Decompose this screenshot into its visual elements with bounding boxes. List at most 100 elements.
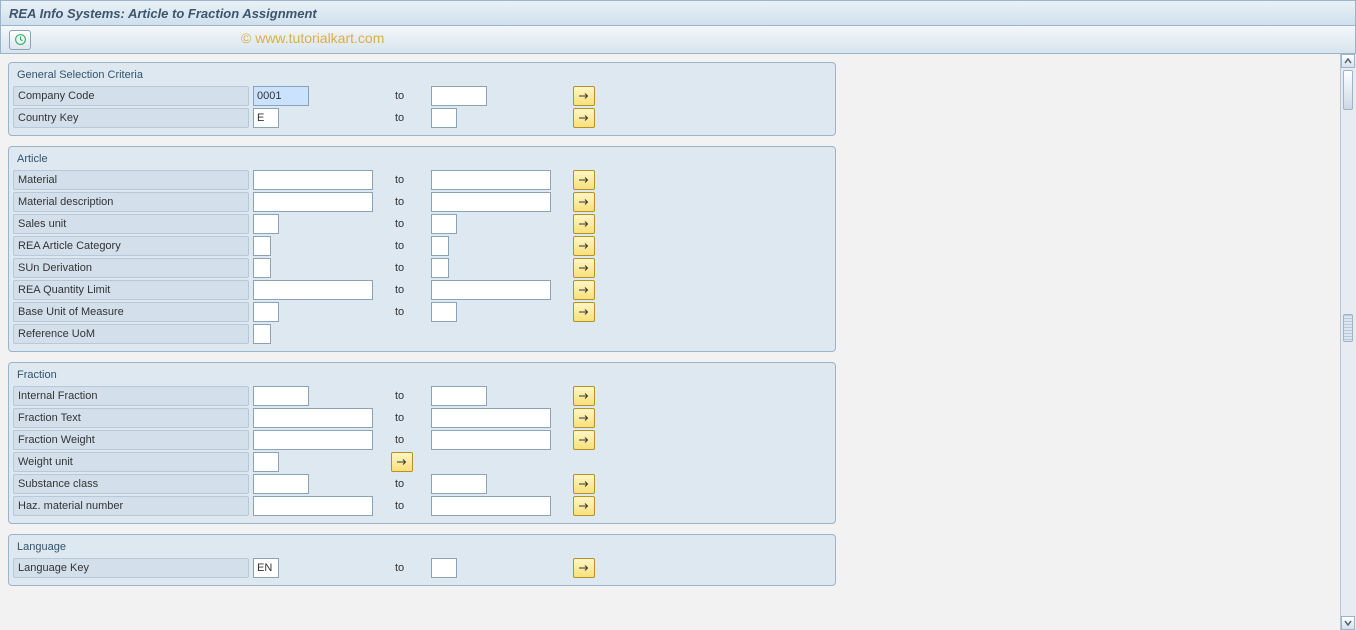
scroll-thumb[interactable]	[1343, 70, 1353, 110]
group-title-fraction: Fraction	[13, 367, 831, 385]
to-label: to	[391, 390, 431, 402]
fraction-weight-to-input[interactable]	[431, 430, 551, 450]
rea-category-to-input[interactable]	[431, 236, 449, 256]
haz-material-to-input[interactable]	[431, 496, 551, 516]
page-title: REA Info Systems: Article to Fraction As…	[9, 6, 317, 21]
substance-class-to-input[interactable]	[431, 474, 487, 494]
haz-material-multi-button[interactable]	[573, 496, 595, 516]
row-country-key: Country Key to	[13, 107, 831, 129]
substance-class-multi-button[interactable]	[573, 474, 595, 494]
rea-qty-from-input[interactable]	[253, 280, 373, 300]
label-internal-fraction: Internal Fraction	[13, 386, 249, 406]
fraction-text-from-input[interactable]	[253, 408, 373, 428]
country-key-to-input[interactable]	[431, 108, 457, 128]
to-label: to	[391, 478, 431, 490]
material-desc-multi-button[interactable]	[573, 192, 595, 212]
label-fraction-text: Fraction Text	[13, 408, 249, 428]
rea-category-from-input[interactable]	[253, 236, 271, 256]
material-desc-from-input[interactable]	[253, 192, 373, 212]
base-uom-multi-button[interactable]	[573, 302, 595, 322]
scroll-grip[interactable]	[1343, 314, 1353, 342]
group-title-general: General Selection Criteria	[13, 67, 831, 85]
row-company-code: Company Code to	[13, 85, 831, 107]
row-reference-uom: Reference UoM	[13, 323, 831, 345]
sun-derivation-multi-button[interactable]	[573, 258, 595, 278]
label-substance-class: Substance class	[13, 474, 249, 494]
label-language-key: Language Key	[13, 558, 249, 578]
to-label: to	[391, 562, 431, 574]
row-fraction-weight: Fraction Weight to	[13, 429, 831, 451]
sun-derivation-from-input[interactable]	[253, 258, 271, 278]
reference-uom-input[interactable]	[253, 324, 271, 344]
sales-unit-to-input[interactable]	[431, 214, 457, 234]
language-key-multi-button[interactable]	[573, 558, 595, 578]
language-key-from-input[interactable]	[253, 558, 279, 578]
country-key-from-input[interactable]	[253, 108, 279, 128]
country-key-multi-button[interactable]	[573, 108, 595, 128]
haz-material-from-input[interactable]	[253, 496, 373, 516]
substance-class-from-input[interactable]	[253, 474, 309, 494]
to-label: to	[391, 412, 431, 424]
row-language-key: Language Key to	[13, 557, 831, 579]
sales-unit-multi-button[interactable]	[573, 214, 595, 234]
rea-qty-multi-button[interactable]	[573, 280, 595, 300]
clock-execute-icon	[14, 33, 27, 46]
weight-unit-multi-button[interactable]	[391, 452, 413, 472]
group-fraction: Fraction Internal Fraction to Fraction T…	[8, 362, 836, 524]
material-from-input[interactable]	[253, 170, 373, 190]
internal-fraction-to-input[interactable]	[431, 386, 487, 406]
to-label: to	[391, 218, 431, 230]
base-uom-to-input[interactable]	[431, 302, 457, 322]
scroll-up-button[interactable]	[1341, 54, 1355, 68]
group-article: Article Material to Material description…	[8, 146, 836, 352]
label-haz-material: Haz. material number	[13, 496, 249, 516]
label-material-desc: Material description	[13, 192, 249, 212]
language-key-to-input[interactable]	[431, 558, 457, 578]
group-title-article: Article	[13, 151, 831, 169]
label-weight-unit: Weight unit	[13, 452, 249, 472]
label-country-key: Country Key	[13, 108, 249, 128]
to-label: to	[391, 174, 431, 186]
row-material: Material to	[13, 169, 831, 191]
fraction-weight-multi-button[interactable]	[573, 430, 595, 450]
execute-button[interactable]	[9, 30, 31, 50]
weight-unit-input[interactable]	[253, 452, 279, 472]
sun-derivation-to-input[interactable]	[431, 258, 449, 278]
material-to-input[interactable]	[431, 170, 551, 190]
label-base-uom: Base Unit of Measure	[13, 302, 249, 322]
fraction-text-multi-button[interactable]	[573, 408, 595, 428]
company-code-to-input[interactable]	[431, 86, 487, 106]
scroll-down-button[interactable]	[1341, 616, 1355, 630]
material-desc-to-input[interactable]	[431, 192, 551, 212]
fraction-weight-from-input[interactable]	[253, 430, 373, 450]
vertical-scrollbar[interactable]	[1340, 54, 1356, 630]
row-rea-category: REA Article Category to	[13, 235, 831, 257]
fraction-text-to-input[interactable]	[431, 408, 551, 428]
label-company-code: Company Code	[13, 86, 249, 106]
row-material-desc: Material description to	[13, 191, 831, 213]
content-area: General Selection Criteria Company Code …	[0, 54, 1356, 630]
watermark-text: © www.tutorialkart.com	[241, 30, 384, 46]
company-code-from-input[interactable]	[253, 86, 309, 106]
label-sales-unit: Sales unit	[13, 214, 249, 234]
rea-qty-to-input[interactable]	[431, 280, 551, 300]
label-sun-derivation: SUn Derivation	[13, 258, 249, 278]
base-uom-from-input[interactable]	[253, 302, 279, 322]
sales-unit-from-input[interactable]	[253, 214, 279, 234]
to-label: to	[391, 434, 431, 446]
to-label: to	[391, 240, 431, 252]
to-label: to	[391, 284, 431, 296]
to-label: to	[391, 500, 431, 512]
to-label: to	[391, 196, 431, 208]
row-rea-qty-limit: REA Quantity Limit to	[13, 279, 831, 301]
rea-category-multi-button[interactable]	[573, 236, 595, 256]
group-title-language: Language	[13, 539, 831, 557]
company-code-multi-button[interactable]	[573, 86, 595, 106]
material-multi-button[interactable]	[573, 170, 595, 190]
row-sun-derivation: SUn Derivation to	[13, 257, 831, 279]
internal-fraction-multi-button[interactable]	[573, 386, 595, 406]
to-label: to	[391, 306, 431, 318]
internal-fraction-from-input[interactable]	[253, 386, 309, 406]
label-material: Material	[13, 170, 249, 190]
application-toolbar: © www.tutorialkart.com	[0, 26, 1356, 54]
